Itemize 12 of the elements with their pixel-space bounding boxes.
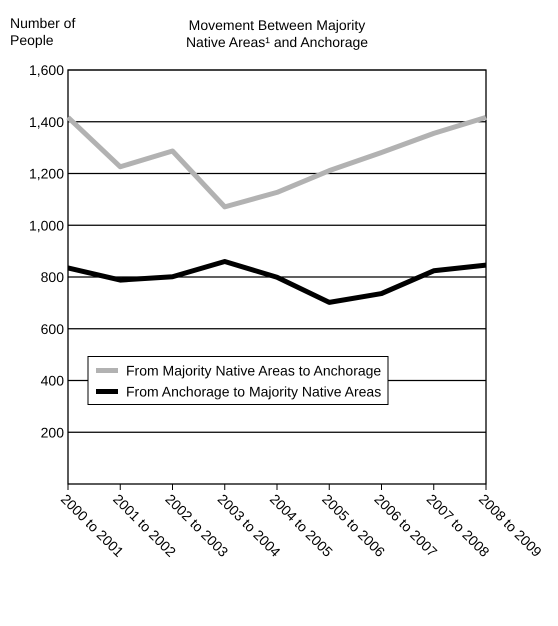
legend-label: From Anchorage to Majority Native Areas [126,384,382,400]
y-tick-label: 800 [40,269,64,285]
text: 1,200 [28,166,64,182]
text: 1,600 [28,62,64,78]
text: 1,000 [28,217,64,234]
text: 1,400 [28,114,64,130]
chart-title: Movement Between Majority Native Areas¹ and Anchorage [186,17,368,50]
y-tick-label: 200 [40,424,64,440]
y-axis-title: Number of People [10,15,76,48]
legend-label: From Majority Native Areas to Anchorage [126,362,382,378]
y-tick-label: 400 [40,372,64,388]
y-tick-label: 600 [40,320,64,337]
